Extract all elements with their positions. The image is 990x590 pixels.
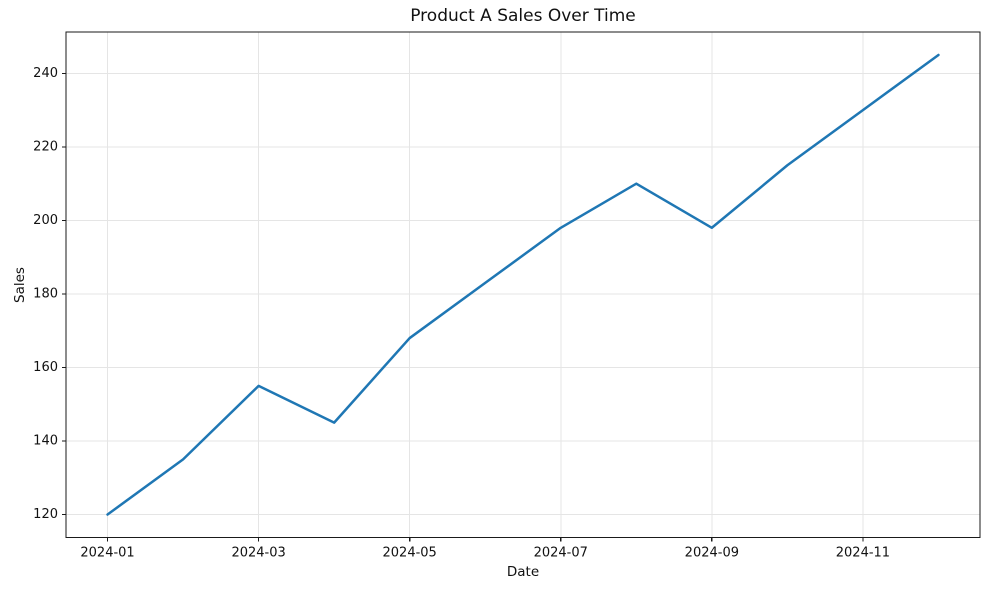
x-tick-label: 2024-05 — [383, 546, 437, 561]
y-axis-label: Sales — [12, 267, 28, 303]
plot-border — [65, 31, 981, 539]
y-tick-label: 160 — [33, 360, 58, 375]
x-tick-label: 2024-01 — [80, 546, 134, 561]
y-tick-label: 240 — [33, 66, 58, 81]
y-tick-label: 180 — [33, 286, 58, 301]
sales-line — [106, 53, 940, 516]
x-tick-label: 2024-07 — [534, 546, 588, 561]
y-tick-label: 200 — [33, 213, 58, 228]
y-tick-label: 220 — [33, 139, 58, 154]
y-tick-label: 120 — [33, 507, 58, 522]
chart-title: Product A Sales Over Time — [410, 6, 636, 26]
y-tick-label: 140 — [33, 433, 58, 448]
x-tick-label: 2024-09 — [685, 546, 739, 561]
x-tick-label: 2024-03 — [231, 546, 285, 561]
x-axis-label: Date — [506, 564, 540, 580]
x-tick-label: 2024-11 — [836, 546, 890, 561]
